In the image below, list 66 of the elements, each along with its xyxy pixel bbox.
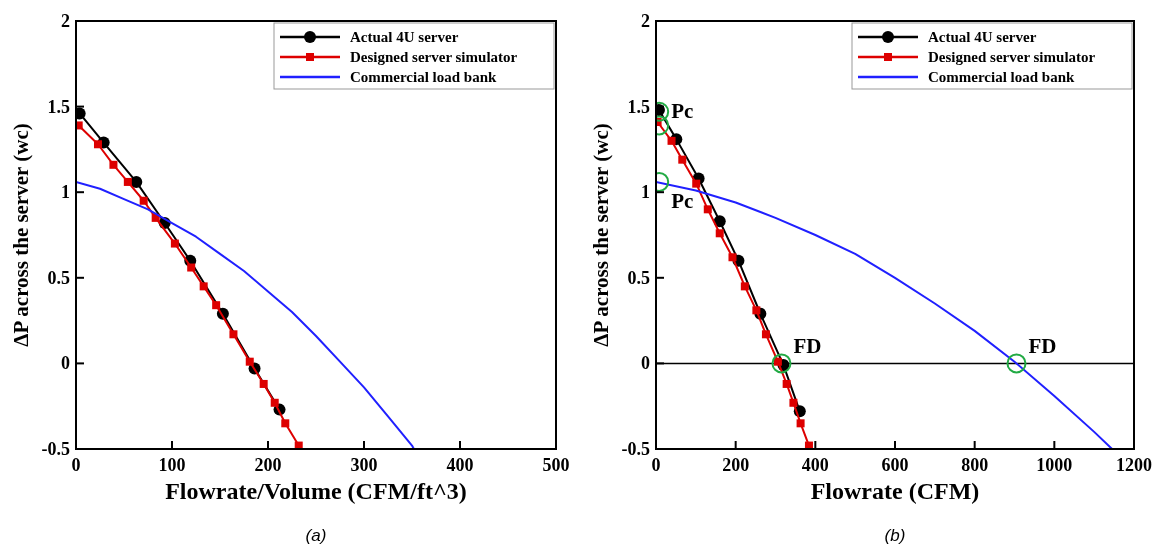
- legend-label: Actual 4U server: [928, 29, 1037, 45]
- x-tick-label: 500: [542, 455, 570, 475]
- y-tick-label: -0.5: [621, 439, 650, 459]
- point: [678, 155, 687, 164]
- point: [761, 330, 770, 339]
- legend-label: Commercial load bank: [350, 69, 498, 85]
- y-tick-label: 0: [641, 353, 650, 374]
- point: [170, 239, 179, 248]
- point: [692, 179, 701, 188]
- point: [109, 160, 118, 169]
- y-tick-label: 2: [641, 11, 650, 31]
- legend-label: Designed server simulator: [350, 49, 518, 65]
- annotation: FD: [793, 334, 822, 359]
- y-tick-label: 1.5: [627, 96, 650, 117]
- point: [728, 253, 737, 262]
- point: [281, 419, 290, 428]
- point: [703, 205, 712, 214]
- x-tick-label: 800: [961, 455, 989, 475]
- point: [270, 398, 279, 407]
- point: [713, 215, 726, 228]
- y-tick-label: 0.5: [47, 267, 70, 288]
- y-tick-label: 1: [641, 182, 650, 203]
- x-tick-label: 400: [801, 455, 829, 475]
- x-tick-label: 300: [350, 455, 378, 475]
- point: [740, 282, 749, 291]
- x-tick-label: 1000: [1036, 455, 1073, 475]
- point: [93, 140, 102, 149]
- annotation: FD: [1028, 334, 1057, 359]
- y-axis-title: ΔP across the server (wc): [589, 123, 613, 347]
- point: [715, 229, 724, 238]
- x-tick-label: 400: [446, 455, 474, 475]
- text: (a): [305, 526, 327, 545]
- point: [752, 306, 761, 315]
- x-tick-label: 100: [158, 455, 186, 475]
- point: [123, 177, 132, 186]
- point: [667, 136, 676, 145]
- y-axis-title: ΔP across the server (wc): [9, 123, 33, 347]
- y-tick-label: 1: [61, 182, 70, 203]
- legend-label: Designed server simulator: [928, 49, 1096, 65]
- point: [789, 398, 798, 407]
- x-tick-label: 1200: [1116, 455, 1152, 475]
- y-tick-label: 2: [61, 11, 70, 31]
- point: [796, 419, 805, 428]
- annotation: Pc: [671, 188, 694, 213]
- point: [139, 196, 148, 205]
- x-axis-title: Flowrate/Volume (CFM/ft^3): [165, 478, 467, 504]
- point: [245, 357, 254, 366]
- legend-label: Commercial load bank: [928, 69, 1076, 85]
- line-series: [76, 180, 415, 449]
- legend-label: Actual 4U server: [350, 29, 459, 45]
- point: [187, 263, 196, 272]
- y-tick-label: 0.5: [627, 267, 650, 288]
- x-tick-label: 600: [881, 455, 909, 475]
- y-tick-label: -0.5: [41, 439, 70, 459]
- point: [229, 330, 238, 339]
- point: [259, 379, 268, 388]
- y-tick-label: 0: [61, 353, 70, 374]
- x-tick-label: 200: [722, 455, 750, 475]
- y-tick-label: 1.5: [47, 96, 70, 117]
- x-tick-label: 200: [254, 455, 282, 475]
- text: (b): [884, 526, 906, 545]
- point: [782, 379, 791, 388]
- point: [212, 301, 221, 310]
- annotation: Pc: [671, 99, 694, 124]
- x-axis-title: Flowrate (CFM): [810, 478, 980, 504]
- point: [199, 282, 208, 291]
